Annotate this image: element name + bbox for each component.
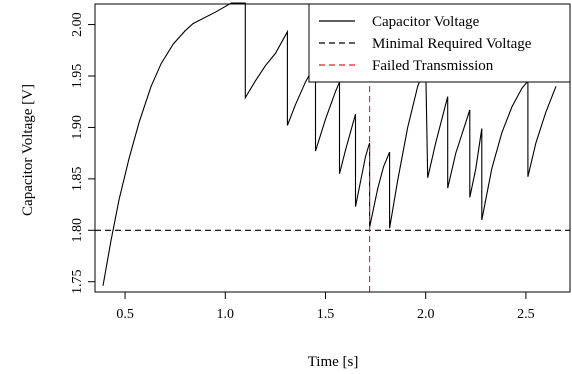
- x-axis-title: Time [s]: [308, 354, 359, 370]
- x-tick-label: 1.0: [217, 307, 235, 322]
- x-tick-label: 2.0: [417, 307, 435, 322]
- y-tick-label: 1.85: [70, 167, 85, 192]
- y-tick-label: 1.95: [70, 64, 85, 89]
- y-tick-label: 1.90: [70, 115, 85, 140]
- x-tick-label: 1.5: [317, 307, 335, 322]
- y-axis-title: Capacitor Voltage [V]: [20, 84, 36, 216]
- y-tick-label: 1.80: [70, 218, 85, 243]
- legend: Capacitor Voltage Minimal Required Voltag…: [308, 3, 571, 83]
- x-tick-label: 2.5: [517, 307, 535, 322]
- legend-label: Minimal Required Voltage: [372, 36, 532, 52]
- legend-label: Capacitor Voltage: [372, 14, 480, 30]
- legend-label: Failed Transmission: [372, 58, 494, 74]
- series-line-capacitor-voltage: [102, 2, 557, 286]
- x-tick-label: 0.5: [116, 307, 134, 322]
- y-tick-label: 2.00: [70, 12, 85, 36]
- y-tick-label: 1.75: [70, 269, 85, 294]
- y-axis: 1.75 1.80 1.85 1.90 1.95 2.00: [70, 12, 95, 294]
- x-axis: 0.5 1.0 1.5 2.0 2.5: [116, 292, 535, 322]
